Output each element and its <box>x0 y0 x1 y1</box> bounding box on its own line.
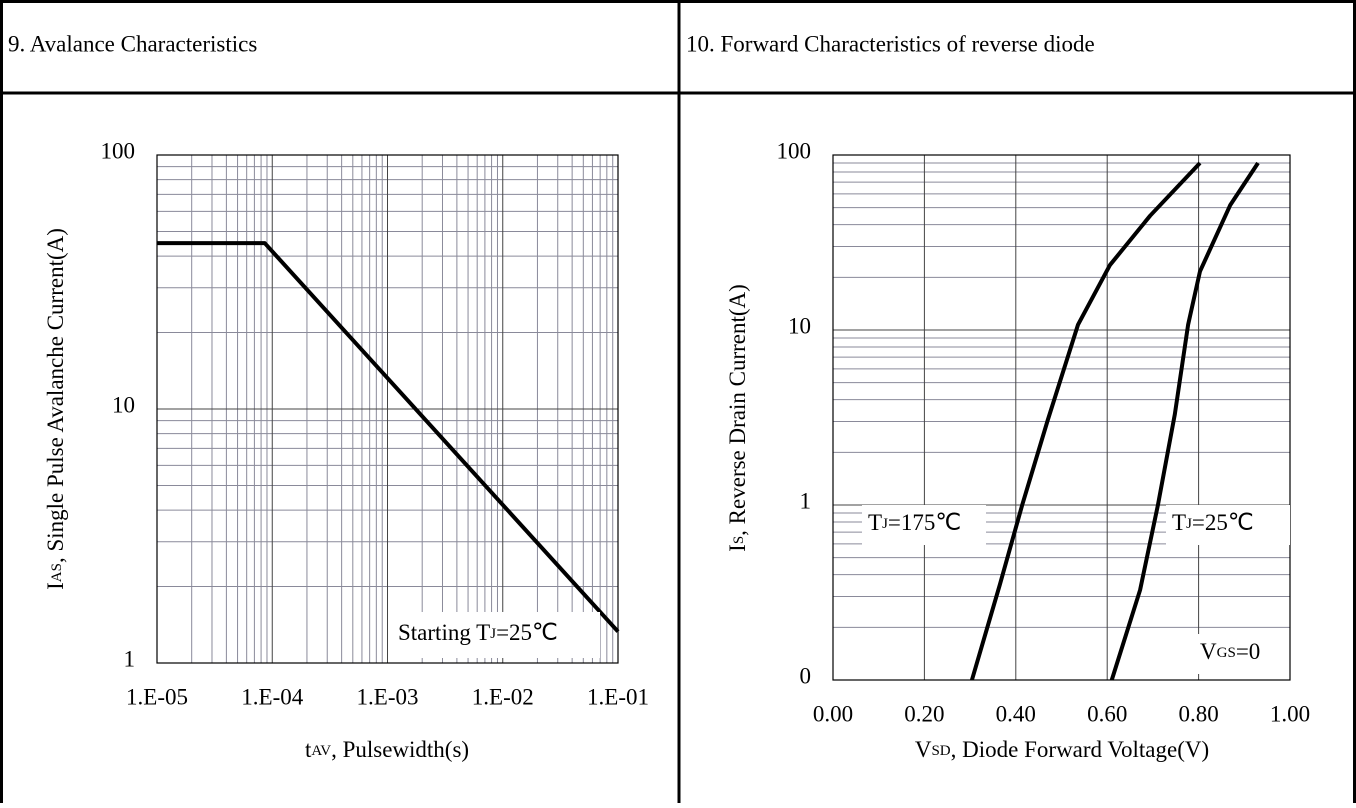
y-axis-label-part: S <box>731 536 747 544</box>
annotation-part: T <box>1172 510 1186 535</box>
y-axis-label-part: , Single Pulse Avalanche Current(A) <box>43 228 68 563</box>
annotation-part: J <box>490 626 496 642</box>
annotation-box <box>1194 634 1284 674</box>
y-tick-label: 100 <box>101 138 136 163</box>
y-axis-label: IAS, Single Pulse Avalanche Current(A) <box>43 228 68 590</box>
annotation-part: T <box>868 510 882 535</box>
curve <box>970 161 1202 681</box>
x-axis-label: tAV, Pulsewidth(s) <box>305 737 469 762</box>
x-tick-label: 0.40 <box>996 701 1036 726</box>
x-axis-label-part: , Pulsewidth(s) <box>331 737 469 762</box>
annotation-part: Starting T <box>398 620 490 645</box>
x-tick-label: 1.E-03 <box>357 684 419 709</box>
x-tick-label: 1.E-05 <box>126 684 188 709</box>
annotation-part: V <box>1200 639 1217 664</box>
x-tick-label: 1.00 <box>1270 701 1310 726</box>
y-axis-label-part: AS <box>49 563 65 582</box>
annotation-part: =25℃ <box>496 620 558 645</box>
x-axis-label-part: , Diode Forward Voltage(V) <box>951 737 1210 762</box>
x-axis-label-part: AV <box>311 743 331 759</box>
x-tick-label: 1.E-04 <box>241 684 303 709</box>
heading: 9. Avalance Characteristics <box>8 31 257 56</box>
annotation-part: =25℃ <box>1192 510 1254 535</box>
y-axis-label-part: I <box>43 582 68 590</box>
y-tick-label: 0 <box>800 663 812 688</box>
x-tick-label: 0.00 <box>813 701 853 726</box>
x-tick-label: 1.E-02 <box>472 684 534 709</box>
heading: 10. Forward Characteristics of reverse d… <box>686 31 1095 56</box>
x-axis-label-part: SD <box>931 743 950 759</box>
annotation-box <box>862 505 986 545</box>
y-axis-label-part: , Reverse Drain Current(A) <box>725 284 750 536</box>
x-tick-label: 1.E-01 <box>587 684 649 709</box>
annotation-part: =175℃ <box>888 510 961 535</box>
curve <box>157 241 620 633</box>
y-tick-label: 10 <box>112 392 135 417</box>
annotation-part: GS <box>1217 645 1236 661</box>
x-axis-label-part: t <box>305 737 312 762</box>
curve <box>1109 161 1260 681</box>
plot-frame <box>156 154 619 664</box>
annotation: TJ=175℃ <box>868 510 961 535</box>
annotation: TJ=25℃ <box>1172 510 1254 535</box>
y-tick-label: 10 <box>788 313 811 338</box>
y-axis-label: IS, Reverse Drain Current(A) <box>725 284 750 552</box>
y-tick-label: 1 <box>800 488 812 513</box>
x-tick-label: 0.60 <box>1087 701 1127 726</box>
annotation-part: J <box>1186 516 1192 532</box>
x-axis-label-part: V <box>915 737 932 762</box>
annotation-box <box>1166 505 1290 545</box>
annotation: VGS=0 <box>1200 639 1260 664</box>
y-tick-label: 1 <box>124 646 136 671</box>
x-tick-label: 0.80 <box>1178 701 1218 726</box>
y-tick-label: 100 <box>777 138 812 163</box>
plot-frame <box>832 154 1291 681</box>
x-tick-label: 0.20 <box>904 701 944 726</box>
y-axis-label-part: I <box>725 544 750 552</box>
annotation-box <box>388 612 600 658</box>
annotation-part: J <box>882 516 888 532</box>
annotation: Starting TJ=25℃ <box>398 620 558 645</box>
annotation-part: =0 <box>1236 639 1260 664</box>
x-axis-label: VSD, Diode Forward Voltage(V) <box>915 737 1209 762</box>
